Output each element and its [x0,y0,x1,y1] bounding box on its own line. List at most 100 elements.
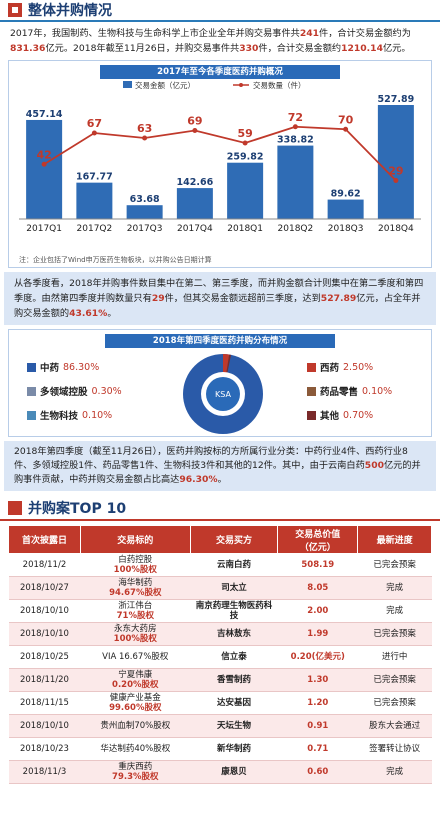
cell-target: 宁夏伟康 0.20%股权 [80,668,191,692]
target-stake: 100%股权 [113,634,157,644]
cell-buyer: 康恩贝 [190,760,278,784]
table-header-row: 首次披露日 交易标的 交易买方 交易总价值 （亿元） 最新进度 [8,525,432,554]
cell-date: 2018/10/10 [8,714,81,738]
x-tick-label: 2018Q3 [328,224,364,234]
section-header-top10: 并购案TOP 10 [0,497,440,521]
target-stake: 79.3%股权 [112,772,159,782]
target-stake: 71%股权 [116,611,154,621]
chart-note: 注：企业包括了Wind申万医药生物板块，以并购公告日期计算 [19,256,212,264]
target-name: 宁夏伟康 [118,670,153,680]
bar-2017Q1 [26,119,63,219]
cell-target: 华达制药40%股权 [80,737,191,761]
cell-target: 海华制药 94.67%股权 [80,576,191,600]
cell-date: 2018/10/25 [8,645,81,669]
count-marker [142,135,148,141]
count-marker [292,124,298,130]
cell-value: 0.91 [277,714,358,738]
cell-date: 2018/11/15 [8,691,81,715]
table-row: 2018/10/10 浙江伟台 71%股权 南京药理生物医药科技 2.00 完成 [8,599,432,623]
count-value-label: 67 [87,117,102,130]
cell-value: 1.20 [277,691,358,715]
cell-target: 贵州血制70%股权 [80,714,191,738]
cell-target: 白药控股 100%股权 [80,553,191,577]
bar-value-label: 338.82 [277,135,314,146]
cell-target: 健康产业基金 99.60%股权 [80,691,191,715]
q4-analysis-text: 2018年第四季度（截至11月26日），医药并购按标的方所属行业分类：中药行业4… [4,441,436,491]
cell-date: 2018/11/20 [8,668,81,692]
cell-date: 2018/10/10 [8,599,81,623]
cell-date: 2018/10/10 [8,622,81,646]
col-date: 首次披露日 [8,525,81,554]
cell-target: 浙江伟台 71%股权 [80,599,191,623]
target-name: 白药控股 [118,555,153,565]
section-title: 并购案TOP 10 [28,501,127,517]
x-tick-label: 2017Q3 [127,224,163,234]
section-header-overview: 整体并购情况 [0,0,440,22]
cell-date: 2018/11/2 [8,553,81,577]
cell-target: 永东大药房 100%股权 [80,622,191,646]
target-name: VIA 16.67%股权 [102,652,169,662]
cell-target: 重庆西药 79.3%股权 [80,760,191,784]
count-marker [41,161,47,167]
section-marker-icon [8,501,22,515]
count-value-label: 42 [36,148,51,161]
count-marker [343,126,349,132]
quarterly-analysis-text: 从各季度看，2018年并购事件数目集中在第二、第三季度，而并购金额合计则集中在第… [4,272,436,325]
pie-title: 2018年第四季度医药并购分布情况 [105,334,335,348]
x-tick-label: 2018Q1 [227,224,263,234]
legend-biotech: 生物科技 0.10% [27,408,112,422]
col-buyer: 交易买方 [189,525,279,554]
cell-target: VIA 16.67%股权 [80,645,191,669]
table-row: 2018/10/10 永东大药房 100%股权 吉林敖东 1.99 已完会预案 [8,622,432,646]
pie-center-label: KSA [215,390,231,399]
bar-2018Q2 [277,145,314,219]
table-row: 2018/10/25 VIA 16.67%股权 信立泰 0.20(亿美元) 进行中 [8,645,432,669]
x-tick-label: 2017Q4 [177,224,213,234]
cell-value: 0.60 [277,760,358,784]
bar-2018Q1 [227,162,264,219]
table-row: 2018/11/2 白药控股 100%股权 云南白药 508.19 已完会预案 [8,553,432,577]
cell-buyer: 云南白药 [190,553,278,577]
table-row: 2018/10/27 海华制药 94.67%股权 司太立 8.05 完成 [8,576,432,600]
cell-date: 2018/10/23 [8,737,81,761]
target-stake: 0.20%股权 [112,680,159,690]
target-name: 海华制药 [118,578,153,588]
cell-status: 已完会预案 [357,691,432,715]
target-stake: 100%股权 [113,565,157,575]
legend-line-marker [239,83,243,87]
table-row: 2018/10/10 贵州血制70%股权 天坛生物 0.91 股东大会通过 [8,714,432,738]
cell-value: 2.00 [277,599,358,623]
target-name: 健康产业基金 [109,693,161,703]
x-tick-label: 2017Q2 [77,224,113,234]
target-name: 重庆西药 [118,762,153,772]
bar-value-label: 457.14 [26,109,63,120]
quarterly-chart-svg: 交易金额（亿元） 交易数量（件） 457.14 2017Q1 167.77 2017Q2 6… [19,80,421,234]
x-tick-label: 2017Q1 [26,224,62,234]
col-value: 交易总价值 （亿元） [277,525,359,554]
cell-buyer: 南京药理生物医药科技 [190,599,278,623]
section-marker-icon [8,3,22,17]
cell-buyer: 新华制药 [190,737,278,761]
cell-buyer: 司太立 [190,576,278,600]
count-marker [393,178,399,183]
cell-status: 已完会预案 [357,622,432,646]
legend-western-medicine: 西药 2.50% [307,360,373,374]
bar-2017Q4 [176,188,213,219]
legend-multi-holding: 多领域控股 0.30% [27,384,122,398]
target-name: 华达制药40%股权 [100,744,171,754]
intro-paragraph: 2017年，我国制药、生物科技与生命科学上市企业全年并购交易事件共241件，合计… [10,28,411,54]
legend-tcm: 中药 86.30% [27,360,99,374]
legend-bar-swatch [123,81,132,88]
target-name: 贵州血制70%股权 [100,721,171,731]
target-name: 永东大药房 [114,624,157,634]
top10-table: 首次披露日 交易标的 交易买方 交易总价值 （亿元） 最新进度 2018/11/… [8,525,432,784]
chart-title: 2017年至今各季度医药并购概况 [100,65,340,79]
legend-other: 其他 0.70% [307,408,373,422]
cell-status: 已完会预案 [357,668,432,692]
x-tick-label: 2018Q2 [278,224,314,234]
bar-2018Q3 [327,199,364,219]
count-value-label: 72 [288,111,303,124]
distribution-pie-panel: 2018年第四季度医药并购分布情况 中药 86.30% 多领域控股 0.30% 生物… [8,329,432,437]
count-value-label: 63 [137,122,152,135]
section-title: 整体并购情况 [28,3,112,19]
